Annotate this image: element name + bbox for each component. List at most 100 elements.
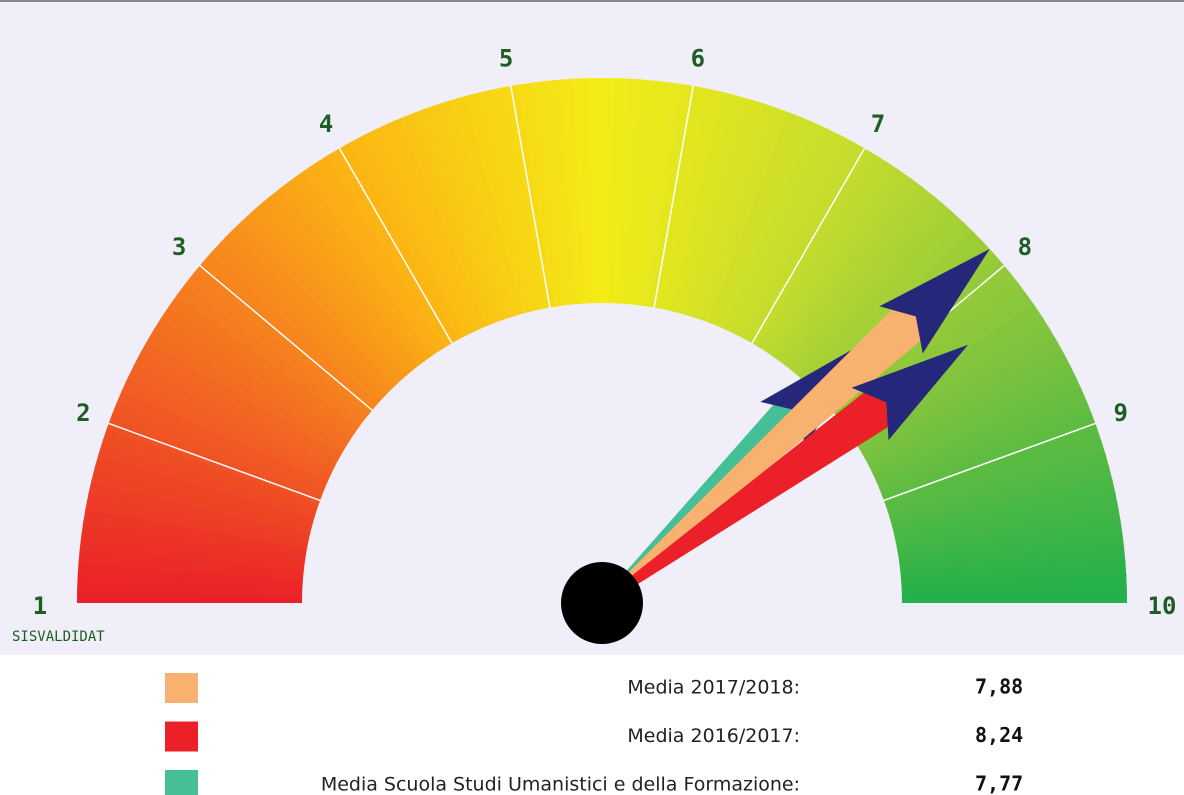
- gauge-band: [229, 220, 397, 392]
- tick-label: 3: [172, 233, 186, 261]
- legend: Media 2017/2018: 7,88 Media 2016/2017: 8,24…: [165, 673, 1023, 795]
- legend-swatch: [165, 721, 198, 752]
- watermark: SISVALDIDAT: [12, 629, 105, 645]
- top-border: [0, 0, 1184, 2]
- gauge-band: [424, 103, 511, 321]
- gauge-band: [893, 478, 1116, 542]
- gauge-band: [789, 193, 945, 376]
- gauge-band: [192, 260, 375, 416]
- legend-label: Media 2017/2018:: [627, 677, 800, 699]
- gauge-band: [437, 99, 518, 319]
- gauge-band: [884, 425, 1102, 512]
- gauge-band: [210, 240, 386, 404]
- gauge-band: [477, 89, 541, 312]
- gauge-band: [857, 326, 1058, 455]
- needle-body: [600, 381, 904, 606]
- gauge-band: [325, 147, 454, 348]
- gauge-band: [757, 154, 890, 353]
- gauge-band: [168, 292, 361, 435]
- needle-hub: [561, 562, 643, 644]
- gauge-band: [201, 250, 380, 410]
- tick-label: 8: [1018, 233, 1032, 261]
- tick-label: 4: [319, 110, 333, 138]
- legend-label: Media 2016/2017:: [627, 725, 800, 747]
- gauge-band: [878, 400, 1093, 497]
- legend-label: Media Scuola Studi Umanistici e della Fo…: [321, 774, 800, 795]
- tick-label: 10: [1148, 592, 1177, 620]
- gauge-band: [872, 375, 1083, 483]
- gauge-band: [861, 338, 1065, 461]
- value-label: 7,77: [975, 772, 1023, 795]
- tick-label: 5: [499, 44, 513, 72]
- gauge-band: [116, 387, 329, 490]
- gauge-band: [374, 122, 482, 333]
- gauge-band: [900, 559, 1127, 589]
- gauge-band: [314, 154, 447, 353]
- gauge-band: [795, 202, 955, 381]
- gauge-band: [900, 546, 1126, 581]
- gauge-band: [750, 147, 879, 348]
- gauge-band: [139, 338, 343, 461]
- gauge-band: [249, 202, 409, 381]
- gauge-band: [517, 82, 565, 307]
- value-label: 7,88: [975, 675, 1023, 699]
- gauge-band: [450, 95, 526, 316]
- gauge-bands: [77, 78, 1127, 603]
- grid-line: [883, 422, 1096, 502]
- legend-swatch: [165, 673, 198, 703]
- tick-label: 6: [691, 44, 705, 72]
- gauge-band: [783, 185, 935, 371]
- needle-head: [879, 249, 990, 354]
- gauge-band: [730, 128, 843, 337]
- grid-line: [510, 85, 551, 308]
- gauge-band: [777, 177, 924, 366]
- gauge-band: [153, 315, 352, 448]
- gauge-band: [898, 518, 1123, 566]
- gauge-band: [337, 140, 460, 344]
- gauge-band: [865, 350, 1071, 468]
- needle-body: [600, 296, 935, 606]
- gauge-band: [889, 451, 1110, 527]
- gauge-band: [764, 161, 902, 357]
- gauge-band: [269, 185, 421, 371]
- gauge-band: [302, 161, 440, 357]
- gauge-band: [176, 281, 365, 428]
- tick-label: 2: [76, 399, 90, 427]
- gauge-band: [411, 107, 503, 324]
- gauge-band: [349, 134, 467, 340]
- gauge-band: [280, 177, 427, 366]
- gauge-band: [464, 92, 534, 314]
- gauge-band: [111, 400, 326, 497]
- gauge-band: [259, 193, 415, 376]
- gauge-band: [386, 117, 489, 330]
- gauge-band: [127, 362, 336, 475]
- gauge-band: [744, 140, 867, 344]
- gauge-band: [184, 270, 370, 422]
- value-label: 8,24: [975, 723, 1023, 747]
- gauge-band: [901, 587, 1127, 603]
- grid-line: [108, 422, 321, 502]
- gauge-band: [146, 326, 347, 455]
- gauge-band: [490, 86, 549, 310]
- gauge-band: [121, 375, 332, 483]
- gauge-band: [531, 80, 572, 306]
- tick-labels: 1 2 3 4 5 6 7 8 9 10: [33, 44, 1177, 620]
- gauge-band: [133, 350, 339, 468]
- legend-swatch: [165, 770, 198, 795]
- tick-label: 9: [1113, 399, 1127, 427]
- gauge-band: [896, 505, 1121, 558]
- gauge-band: [291, 169, 434, 362]
- gauge-band: [239, 211, 403, 387]
- gauge-band: [708, 112, 805, 327]
- grid-line: [653, 85, 694, 308]
- needles: [599, 249, 990, 606]
- gauge-band: [219, 230, 391, 398]
- grid-line: [338, 147, 453, 344]
- needle-head: [851, 344, 969, 441]
- gauge-band: [875, 387, 1088, 490]
- gauge-band: [558, 78, 588, 305]
- gauge-band: [801, 211, 965, 387]
- gauge-band: [399, 112, 496, 327]
- gauge-band: [895, 491, 1119, 550]
